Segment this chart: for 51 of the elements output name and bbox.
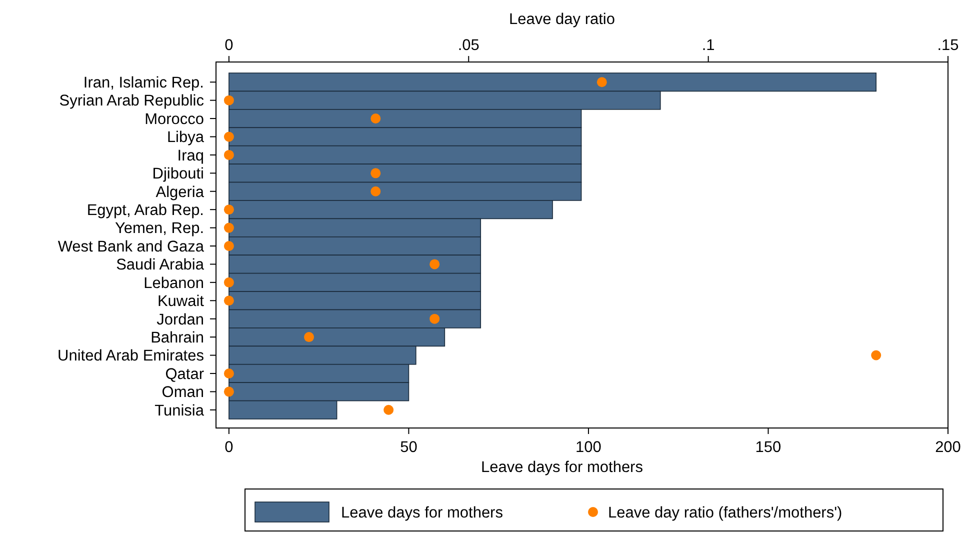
y-tick-label: Jordan — [156, 311, 204, 328]
point — [370, 186, 381, 196]
x2-tick-label: .1 — [702, 37, 715, 54]
legend-label: Leave day ratio (fathers'/mothers') — [608, 504, 842, 522]
y-tick-label: Tunisia — [154, 402, 204, 420]
point — [224, 204, 234, 215]
point — [224, 222, 234, 233]
point — [430, 314, 440, 324]
point — [430, 259, 440, 270]
point — [370, 168, 381, 178]
point — [224, 277, 234, 288]
y-tick-label: Libya — [166, 129, 204, 146]
point — [224, 386, 234, 397]
x2-axis-title: Leave day ratio — [509, 11, 615, 28]
x-tick-label: 50 — [400, 439, 418, 456]
x-tick-label: 150 — [755, 439, 782, 456]
point — [384, 404, 394, 415]
point — [871, 350, 882, 360]
y-tick-label: Syrian Arab Republic — [59, 92, 204, 110]
y-tick-label: Iran, Islamic Rep. — [83, 74, 204, 92]
x-tick-label: 100 — [576, 439, 602, 456]
point — [224, 368, 234, 378]
x2-tick-label: .15 — [937, 37, 959, 54]
y-tick-label: Kuwait — [157, 293, 205, 310]
y-tick-label: Djibouti — [152, 166, 204, 183]
y-tick-label: Algeria — [156, 184, 204, 201]
point — [596, 77, 607, 88]
y-tick-label: Oman — [162, 384, 204, 402]
y-tick-label: Morocco — [144, 110, 204, 128]
y-tick-label: Bahrain — [150, 329, 204, 346]
y-tick-label: Egypt, Arab Rep. — [86, 202, 204, 220]
legend-label: Leave days for mothers — [341, 504, 504, 522]
point — [224, 150, 234, 160]
y-tick-label: Lebanon — [144, 274, 204, 292]
point — [370, 114, 381, 124]
x2-tick-label: .05 — [458, 37, 480, 54]
y-tick-label: Iraq — [177, 147, 204, 164]
point — [224, 95, 234, 106]
x-tick-label: 200 — [935, 439, 962, 456]
point — [224, 132, 234, 142]
point — [224, 296, 234, 306]
x-axis-title: Leave days for mothers — [481, 459, 644, 476]
y-tick-label: Yemen, Rep. — [114, 220, 204, 238]
y-tick-label: Qatar — [165, 366, 204, 383]
point — [304, 332, 314, 342]
x2-tick-label: 0 — [224, 37, 234, 54]
x-tick-label: 0 — [224, 439, 234, 456]
y-tick-label: West Bank and Gaza — [58, 238, 204, 256]
point — [224, 241, 234, 251]
y-tick-label: Saudi Arabia — [116, 256, 204, 274]
y-tick-label: United Arab Emirates — [58, 348, 204, 365]
